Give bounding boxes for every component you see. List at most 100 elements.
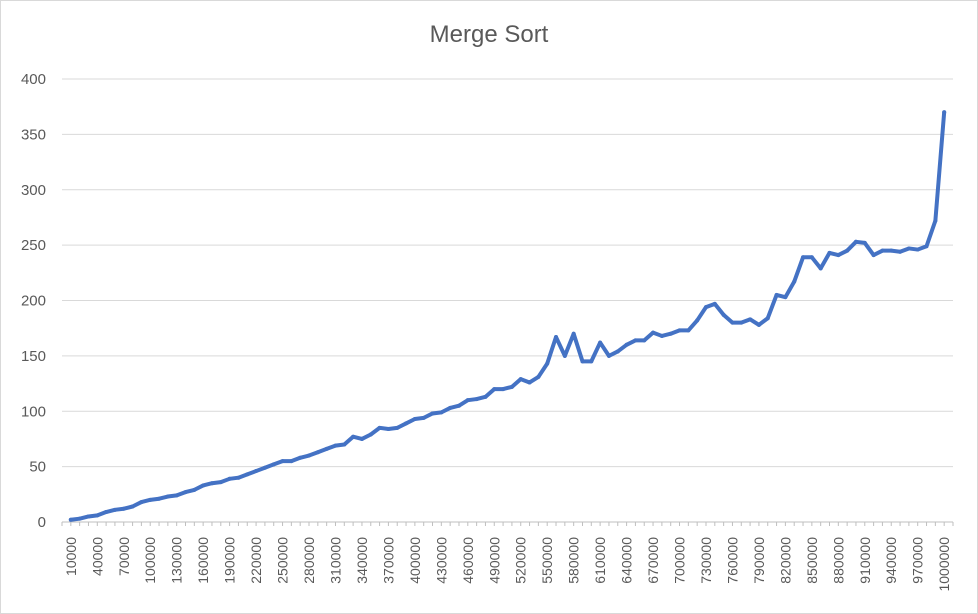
- data-point: [606, 353, 611, 358]
- data-point: [730, 320, 735, 325]
- data-point: [880, 248, 885, 253]
- data-point: [298, 455, 303, 460]
- data-point: [739, 320, 744, 325]
- x-tick-label: 190000: [222, 537, 238, 584]
- data-point: [545, 361, 550, 366]
- data-point: [315, 450, 320, 455]
- data-point: [289, 459, 294, 464]
- data-point: [589, 359, 594, 364]
- data-point: [906, 246, 911, 251]
- data-point: [386, 426, 391, 431]
- data-point: [598, 340, 603, 345]
- data-point: [703, 305, 708, 310]
- y-tick-label: 200: [21, 293, 46, 310]
- data-point: [836, 253, 841, 258]
- data-point: [818, 266, 823, 271]
- x-tick-label: 670000: [645, 537, 661, 584]
- data-point: [112, 507, 117, 512]
- data-point: [677, 328, 682, 333]
- x-tick-label: 730000: [698, 537, 714, 584]
- data-point: [562, 353, 567, 358]
- data-point: [536, 374, 541, 379]
- x-tick-label: 40000: [89, 537, 105, 576]
- data-point: [659, 333, 664, 338]
- data-point: [571, 331, 576, 336]
- x-tick-label: 370000: [380, 537, 396, 584]
- gridlines: [62, 78, 953, 523]
- x-tick-label: 100000: [142, 537, 158, 584]
- data-point: [395, 425, 400, 430]
- y-tick-label: 0: [38, 514, 46, 531]
- data-point: [368, 432, 373, 437]
- series-layer: [68, 110, 947, 522]
- data-point: [492, 387, 497, 392]
- data-point: [853, 239, 858, 244]
- x-tick-label: 460000: [460, 537, 476, 584]
- data-point: [651, 330, 656, 335]
- x-tick-label: 610000: [592, 537, 608, 584]
- data-point: [165, 494, 170, 499]
- data-point: [377, 425, 382, 430]
- data-point: [642, 338, 647, 343]
- y-tick-label: 350: [21, 126, 46, 143]
- data-point: [501, 387, 506, 392]
- data-point: [615, 349, 620, 354]
- data-point: [456, 403, 461, 408]
- data-point: [871, 253, 876, 258]
- x-tick-label: 400000: [407, 537, 423, 584]
- x-tick-label: 850000: [804, 537, 820, 584]
- x-tick-label: 880000: [830, 537, 846, 584]
- data-point: [668, 331, 673, 336]
- data-point: [245, 472, 250, 477]
- data-point: [148, 497, 153, 502]
- x-tick-label: 430000: [433, 537, 449, 584]
- data-point: [483, 394, 488, 399]
- data-point: [412, 417, 417, 422]
- data-point: [942, 110, 947, 115]
- x-tick-label: 70000: [116, 537, 132, 576]
- data-point: [192, 487, 197, 492]
- y-tick-label: 400: [21, 71, 46, 88]
- data-point: [130, 504, 135, 509]
- data-point: [624, 342, 629, 347]
- data-point: [845, 248, 850, 253]
- x-tick-label: 700000: [672, 537, 688, 584]
- data-point: [271, 462, 276, 467]
- data-point: [121, 506, 126, 511]
- data-point: [448, 405, 453, 410]
- x-tick-label: 790000: [751, 537, 767, 584]
- data-point: [280, 459, 285, 464]
- data-point: [227, 476, 232, 481]
- x-tick-label: 580000: [566, 537, 582, 584]
- data-point: [404, 421, 409, 426]
- data-point: [218, 480, 223, 485]
- x-tick-label: 160000: [195, 537, 211, 584]
- data-point: [474, 397, 479, 402]
- x-tick-label: 10000: [63, 537, 79, 576]
- data-point: [359, 436, 364, 441]
- x-tick-label: 490000: [486, 537, 502, 584]
- data-point: [686, 328, 691, 333]
- data-point: [633, 338, 638, 343]
- data-point: [439, 410, 444, 415]
- data-point: [748, 317, 753, 322]
- x-tick-label: 220000: [248, 537, 264, 584]
- x-tick-label: 640000: [619, 537, 635, 584]
- y-tick-label: 300: [21, 182, 46, 199]
- data-point: [236, 475, 241, 480]
- data-point: [421, 415, 426, 420]
- y-tick-label: 100: [21, 403, 46, 420]
- data-point: [695, 318, 700, 323]
- data-point: [580, 359, 585, 364]
- data-point: [324, 446, 329, 451]
- data-point: [430, 411, 435, 416]
- x-tick-label: 280000: [301, 537, 317, 584]
- data-point: [915, 247, 920, 252]
- data-point: [933, 218, 938, 223]
- x-tick-label: 550000: [539, 537, 555, 584]
- data-point: [827, 250, 832, 255]
- data-point: [351, 434, 356, 439]
- data-point: [889, 248, 894, 253]
